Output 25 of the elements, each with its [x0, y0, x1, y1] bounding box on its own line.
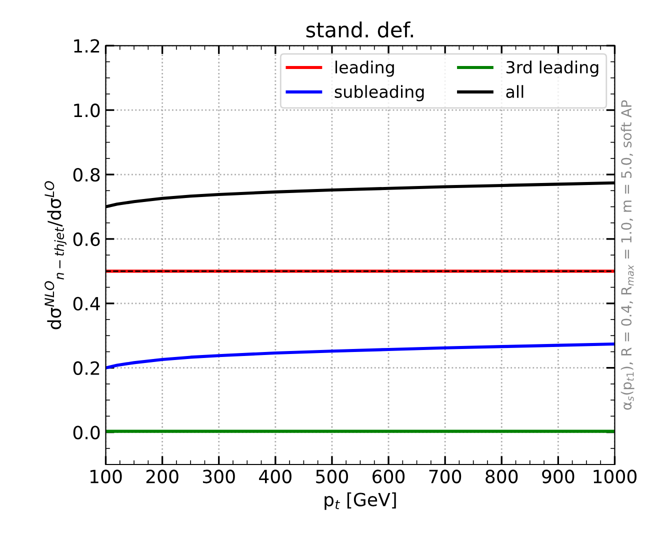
- x-tick-label: 300: [203, 470, 235, 484]
- x-tick-label: 600: [372, 470, 405, 484]
- chart-title: stand. def.: [306, 21, 413, 38]
- x-tick-label: 200: [146, 470, 178, 484]
- y-tick-label: 0.4: [73, 296, 100, 311]
- x-tick-label: 900: [542, 470, 574, 484]
- x-tick-label: 400: [259, 470, 292, 484]
- y-axis-title: dσ$^{NLO}$$_{n−thjet}$/dσ$^{LO}$: [44, 181, 66, 330]
- y-tick-label: 0.6: [73, 232, 100, 246]
- x-tick-label: 700: [429, 470, 462, 484]
- legend-label: leading: [336, 60, 394, 77]
- x-tick-label: 800: [486, 470, 518, 484]
- y-tick-label: 1.2: [74, 39, 100, 53]
- y-tick-label: 0.8: [73, 168, 100, 182]
- y-tick-label: 0.0: [73, 426, 100, 440]
- x-axis-title: p$_{t}$ [GeV]: [324, 492, 396, 510]
- y-tick-label: 1.0: [74, 104, 100, 118]
- legend-label: 3rd leading: [506, 60, 598, 77]
- y-tick-label: 0.2: [73, 361, 100, 375]
- text: α$_{s}$(p$_{t1}$), R = 0.4, R$_{max}$ = 1.0, m = 5.0, soft AP: [620, 100, 634, 410]
- legend-label: subleading: [334, 85, 424, 102]
- legend-label: all: [506, 85, 524, 98]
- x-tick-label: 100: [90, 470, 122, 484]
- x-tick-label: 1000: [594, 470, 637, 484]
- x-tick-label: 500: [316, 470, 348, 484]
